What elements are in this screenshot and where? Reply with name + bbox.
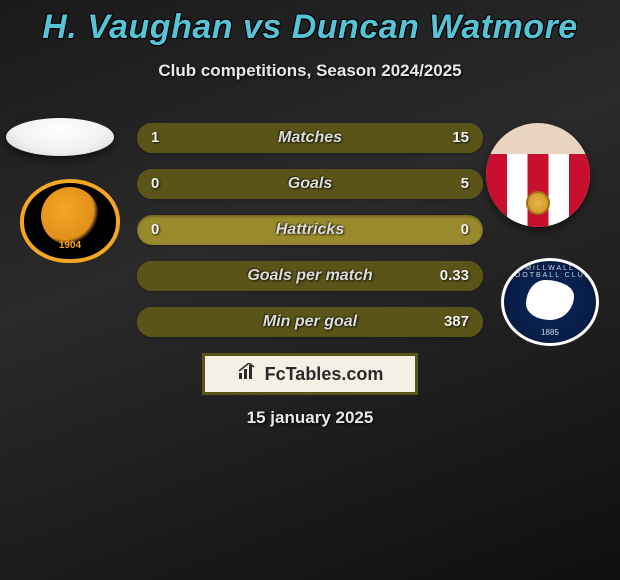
stat-row: 115Matches: [137, 123, 483, 153]
subtitle: Club competitions, Season 2024/2025: [0, 61, 620, 81]
page-title: H. Vaughan vs Duncan Watmore: [0, 0, 620, 47]
shield-shape: 1904: [20, 179, 120, 263]
date-text: 15 january 2025: [0, 408, 620, 428]
stat-label: Goals per match: [137, 261, 483, 291]
club-year-right: 1885: [504, 328, 596, 337]
stat-row: 05Goals: [137, 169, 483, 199]
branding-box: FcTables.com: [202, 353, 418, 395]
stat-label: Goals: [137, 169, 483, 199]
club-year-left: 1904: [24, 240, 116, 251]
stat-label: Hattricks: [137, 215, 483, 245]
bar-chart-icon: [237, 363, 259, 386]
medal-icon: [526, 191, 550, 215]
lion-icon: [526, 280, 574, 320]
circle-shape: MILLWALL FOOTBALL CLUB 1885: [501, 258, 599, 346]
stat-row: 00Hattricks: [137, 215, 483, 245]
tiger-icon: [41, 187, 99, 245]
comparison-card: H. Vaughan vs Duncan Watmore Club compet…: [0, 0, 620, 580]
club-badge-left: 1904: [20, 179, 120, 263]
club-badge-right: MILLWALL FOOTBALL CLUB 1885: [501, 258, 599, 346]
stats-chart: 115Matches 05Goals 00Hattricks 0.33Goals pe…: [137, 123, 483, 353]
player-left-avatar: [6, 118, 114, 156]
stat-row: 387Min per goal: [137, 307, 483, 337]
club-ring-text: MILLWALL FOOTBALL CLUB: [504, 265, 596, 279]
brand-text: FcTables.com: [265, 364, 384, 385]
stat-label: Min per goal: [137, 307, 483, 337]
player-right-avatar: [486, 123, 590, 227]
stat-label: Matches: [137, 123, 483, 153]
stat-row: 0.33Goals per match: [137, 261, 483, 291]
